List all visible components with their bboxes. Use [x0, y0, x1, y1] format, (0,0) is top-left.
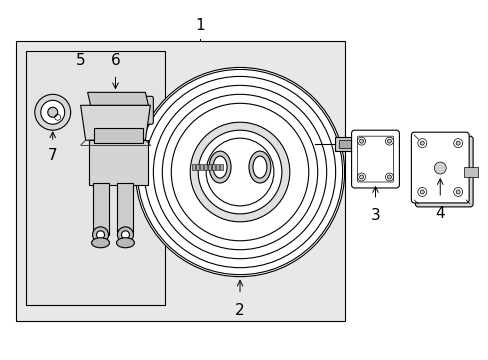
Bar	[117, 183, 133, 235]
Bar	[192, 164, 195, 170]
Bar	[26, 50, 165, 305]
Bar	[334, 137, 356, 151]
Circle shape	[96, 231, 104, 239]
Bar	[220, 164, 223, 170]
Circle shape	[455, 190, 459, 194]
Ellipse shape	[213, 156, 226, 178]
Ellipse shape	[91, 238, 109, 248]
FancyBboxPatch shape	[133, 96, 153, 124]
Bar	[92, 183, 108, 235]
Circle shape	[385, 173, 393, 181]
Bar	[212, 164, 215, 170]
Circle shape	[135, 67, 344, 276]
Circle shape	[359, 139, 363, 143]
Ellipse shape	[248, 151, 270, 183]
Text: 2: 2	[235, 302, 244, 318]
Ellipse shape	[116, 238, 134, 248]
Circle shape	[48, 107, 58, 117]
Circle shape	[455, 141, 459, 145]
Bar	[200, 164, 203, 170]
Text: 6: 6	[110, 53, 120, 68]
FancyBboxPatch shape	[410, 132, 468, 203]
Circle shape	[417, 139, 426, 148]
Bar	[196, 164, 199, 170]
FancyBboxPatch shape	[414, 136, 472, 207]
Circle shape	[453, 139, 462, 148]
Circle shape	[117, 227, 133, 243]
Bar	[88, 140, 148, 185]
Circle shape	[357, 137, 365, 145]
Ellipse shape	[209, 151, 230, 183]
Circle shape	[138, 105, 148, 115]
Text: 3: 3	[370, 208, 380, 223]
Circle shape	[386, 139, 390, 143]
Circle shape	[121, 231, 129, 239]
Text: 5: 5	[76, 53, 85, 68]
Circle shape	[92, 227, 108, 243]
Bar	[338, 140, 352, 148]
Bar	[216, 164, 219, 170]
Circle shape	[420, 190, 424, 194]
Text: 1: 1	[195, 18, 204, 32]
Ellipse shape	[252, 156, 266, 178]
Text: 4: 4	[434, 206, 444, 221]
Bar	[203, 164, 207, 170]
Circle shape	[420, 141, 424, 145]
Polygon shape	[81, 105, 150, 140]
Circle shape	[357, 173, 365, 181]
Text: 7: 7	[48, 148, 58, 163]
Circle shape	[453, 188, 462, 197]
FancyBboxPatch shape	[351, 130, 399, 188]
Circle shape	[386, 175, 390, 179]
Circle shape	[35, 94, 71, 130]
Circle shape	[385, 137, 393, 145]
Circle shape	[198, 130, 281, 214]
Bar	[16, 41, 344, 321]
Bar	[93, 128, 143, 143]
Polygon shape	[87, 92, 148, 105]
Bar	[208, 164, 211, 170]
Bar	[463, 167, 477, 177]
Circle shape	[359, 175, 363, 179]
Circle shape	[190, 122, 289, 222]
Circle shape	[41, 100, 64, 124]
Circle shape	[433, 162, 446, 174]
Circle shape	[417, 188, 426, 197]
